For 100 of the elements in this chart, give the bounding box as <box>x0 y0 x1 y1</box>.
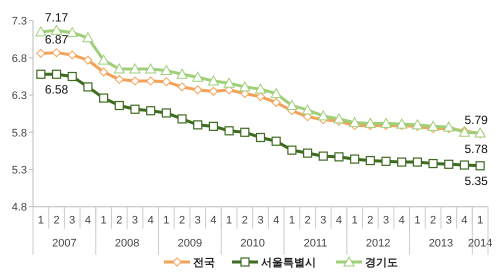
x-tick-label: 2 <box>116 214 122 227</box>
point <box>318 110 329 120</box>
point <box>412 119 423 130</box>
x-tick-label: 4 <box>461 214 468 227</box>
x-tick-label: 2 <box>242 214 248 227</box>
point <box>381 156 391 166</box>
point <box>83 82 93 92</box>
point <box>114 100 124 110</box>
x-tick-label: 3 <box>69 214 76 227</box>
point <box>114 64 125 74</box>
point <box>239 81 250 92</box>
y-tick-label: 6.3 <box>12 90 27 102</box>
text: 2009 <box>178 238 202 250</box>
x-tick-label: 1 <box>163 214 170 227</box>
point <box>366 156 375 166</box>
point <box>240 128 250 137</box>
point <box>476 161 485 170</box>
x-tick-label: 3 <box>132 214 138 227</box>
point <box>129 64 140 74</box>
data-label: 6.87 <box>44 32 69 47</box>
x-tick-label: 1 <box>477 214 484 227</box>
x-tick-label: 1 <box>100 214 107 227</box>
point <box>444 160 454 169</box>
x-tick-label: 4 <box>210 214 216 227</box>
point <box>224 78 235 88</box>
text: 2008 <box>114 238 140 250</box>
point <box>460 160 470 170</box>
x-tick-label: 1 <box>414 214 420 227</box>
y-tick-label: 5.3 <box>12 164 27 176</box>
point <box>193 85 202 94</box>
point <box>380 118 392 128</box>
data-label: 5.35 <box>464 174 488 188</box>
point <box>51 24 62 35</box>
x-tick-label: 3 <box>382 214 390 227</box>
point <box>162 108 171 118</box>
text: 2013 <box>428 238 454 250</box>
x-tick-label: 4 <box>84 214 91 227</box>
point <box>428 120 439 131</box>
data-label: 5.78 <box>464 142 488 156</box>
legend-label: 경기도 <box>365 257 398 269</box>
point <box>146 106 156 116</box>
x-tick-label: 2 <box>53 214 60 227</box>
point <box>349 117 360 128</box>
x-tick-label: 1 <box>38 214 44 227</box>
point <box>272 136 281 146</box>
point <box>255 84 266 94</box>
point <box>36 70 46 79</box>
point <box>82 32 94 42</box>
point <box>286 100 298 110</box>
text: 2014 <box>468 238 492 250</box>
x-tick-label: 1 <box>288 214 295 227</box>
x-tick-label: 3 <box>320 214 326 227</box>
data-label: 6.58 <box>44 82 69 96</box>
point <box>99 93 108 103</box>
point <box>68 72 77 82</box>
point <box>302 104 314 114</box>
point <box>145 64 156 74</box>
point <box>160 65 172 76</box>
point <box>350 154 360 164</box>
point <box>397 157 406 167</box>
y-tick-label: 6.8 <box>12 52 27 65</box>
y-tick-label: 5.8 <box>12 127 27 140</box>
point <box>114 74 124 84</box>
y-tick-label: 7.3 <box>12 16 27 28</box>
text: 2011 <box>304 238 328 250</box>
x-tick-label: 1 <box>226 214 232 227</box>
point <box>334 152 344 162</box>
point <box>224 126 234 136</box>
point <box>333 113 344 124</box>
text: 2012 <box>366 238 390 250</box>
point <box>192 72 204 82</box>
point <box>318 152 328 161</box>
x-tick-label: 4 <box>336 214 342 227</box>
point <box>178 82 187 92</box>
x-tick-label: 2 <box>367 214 374 227</box>
legend-label: 서울특별시 <box>261 257 316 269</box>
point <box>98 54 110 65</box>
point <box>364 118 376 128</box>
x-tick-label: 3 <box>194 214 201 227</box>
point <box>193 120 202 130</box>
point <box>208 122 218 131</box>
point <box>66 27 78 38</box>
x-tick-label: 4 <box>398 214 405 227</box>
x-tick-label: 1 <box>352 214 358 227</box>
x-tick-label: 4 <box>148 214 154 227</box>
point <box>52 48 62 58</box>
x-tick-label: 2 <box>178 214 186 227</box>
point <box>302 148 312 158</box>
x-tick-label: 2 <box>304 214 311 227</box>
data-label: 5.79 <box>464 113 488 128</box>
point <box>177 114 187 124</box>
data-label: 7.17 <box>44 10 69 24</box>
point <box>428 158 438 168</box>
x-tick-label: 2 <box>430 214 436 227</box>
point <box>36 48 46 58</box>
text: 2007 <box>52 238 77 250</box>
x-tick-label: 3 <box>446 214 452 227</box>
point <box>270 88 282 98</box>
point <box>52 70 62 79</box>
point <box>99 68 108 77</box>
